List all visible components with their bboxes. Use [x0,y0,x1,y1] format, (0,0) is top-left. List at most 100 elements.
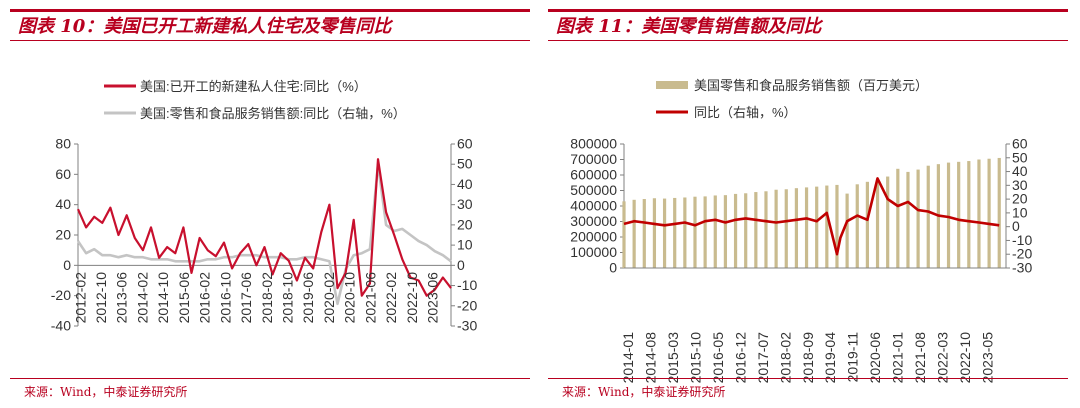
left-tick-label: -20 [51,287,71,303]
panel-left: 图表 10：美国已开工新建私人住宅及零售同比 80 60 40 20 0 -20 -40 60… [10,0,532,408]
right-tick-label: -20 [457,297,477,313]
bar [652,198,657,268]
x-tick-label: 2020-06 [867,332,883,384]
x-tick-label: 2018-10 [279,272,295,324]
chart-title: 图表 10：美国已开工新建私人住宅及零售同比 [18,16,392,37]
bar [835,184,839,268]
bar [713,195,717,268]
legend-swatch [656,81,688,89]
right-tick-label: 20 [1012,191,1028,207]
right-tick-label: 10 [457,237,473,253]
x-tick-label: 2016-10 [217,272,233,324]
bar [723,195,728,268]
right-tick-label: 60 [457,136,473,152]
left-tick-label: 200000 [570,229,617,245]
bar [683,197,687,268]
legend-label: 美国零售和食品服务销售额（百万美元） [694,78,928,93]
legend-label: 同比（右轴，%） [694,105,797,120]
right-tick-label: -10 [457,277,477,293]
bar [744,193,748,268]
left-tick-label: -40 [51,318,71,334]
right-tick-label: -30 [1012,260,1032,276]
right-tick-label: 30 [1012,177,1028,193]
bar [784,189,788,268]
left-tick-label: 700000 [570,151,617,167]
x-tick-label: 2023-06 [425,272,441,324]
right-tick-label: 40 [1012,163,1028,179]
left-tick-label: 600000 [570,167,617,183]
x-tick-label: 2015-10 [687,332,703,384]
x-tick-label: 2017-06 [238,272,254,324]
title-top-rule [10,9,530,12]
left-tick-label: 100000 [570,244,617,260]
bar [622,201,626,268]
chart-left: 80 60 40 20 0 -20 -40 60 50 40 30 20 10 0 -10 -20 -30 201… [51,79,478,334]
x-tick-label: 2014-08 [642,332,658,384]
title-top-rule [548,9,1068,12]
chart-title: 图表 11：美国零售销售额及同比 [556,16,822,37]
bar [825,185,829,268]
x-tick-label: 2016-05 [710,332,726,384]
x-tick-label: 2016-12 [732,332,748,384]
x-tick-label: 2012-10 [93,272,109,324]
x-tick-label: 2017-07 [755,332,771,384]
bar [865,181,869,268]
x-tick-label: 2018-02 [259,272,275,324]
bar [764,191,768,268]
panel-right: 图表 11：美国零售销售额及同比 800000 700000 600000 50000… [548,0,1070,408]
right-tick-label: 50 [1012,149,1028,165]
left-tick-label: 60 [55,166,71,182]
left-tick-label: 80 [55,136,71,152]
bar [997,157,1001,268]
x-tick-label: 2019-06 [300,272,316,324]
bar [673,197,677,268]
bar [693,196,697,268]
x-tick-label: 2012-02 [72,272,88,324]
x-tick-label: 2015-06 [176,272,192,324]
x-tick-label: 2021-06 [362,272,378,324]
right-tick-label: -10 [1012,232,1032,248]
bar [642,199,646,268]
x-tick-label: 2022-10 [404,272,420,324]
right-tick-label: 0 [457,257,465,273]
right-tick-label: 20 [457,216,473,232]
x-tick-label: 2019-11 [845,332,861,383]
bar [926,165,930,268]
left-tick-label: 40 [55,196,71,212]
right-tick-label: -20 [1012,246,1032,262]
bar [875,179,880,268]
legend-label: 美国:已开工的新建私人住宅:同比（%） [140,79,367,94]
left-tick-label: 300000 [570,213,617,229]
bar [896,168,900,268]
left-tick-label: 0 [63,257,71,273]
bar [977,159,981,268]
chart-right: 8000007000006000005000004000003000002000… [570,78,1032,384]
x-tick-label: 2014-01 [620,332,636,384]
x-tick-label: 2020-02 [321,272,337,324]
title-bottom-rule [548,40,1068,41]
bar [957,161,961,268]
bar [733,193,738,268]
series-retail-line [76,162,452,306]
bar [754,192,758,268]
left-tick-label: 500000 [570,182,617,198]
right-tick-label: -30 [457,318,477,334]
left-tick-label: 400000 [570,198,617,214]
series-housing-line [76,158,452,297]
x-tick-label: 2018-02 [777,332,793,384]
bar [946,162,951,268]
source-rule [548,378,1068,379]
source-note: 来源：Wind，中泰证券研究所 [24,385,188,399]
bar [845,193,849,268]
right-tick-label: 40 [457,176,473,192]
x-tick-label: 2014-02 [134,272,150,324]
bar [794,188,799,268]
right-tick-label: 30 [457,196,473,212]
bar [886,176,890,268]
bar [703,196,707,268]
x-tick-label: 2014-10 [155,272,171,324]
x-tick-label: 2022-03 [935,332,951,384]
series-yoy-line [623,177,1000,256]
right-tick-label: 60 [1012,136,1028,152]
x-tick-label: 2023-05 [980,332,996,384]
